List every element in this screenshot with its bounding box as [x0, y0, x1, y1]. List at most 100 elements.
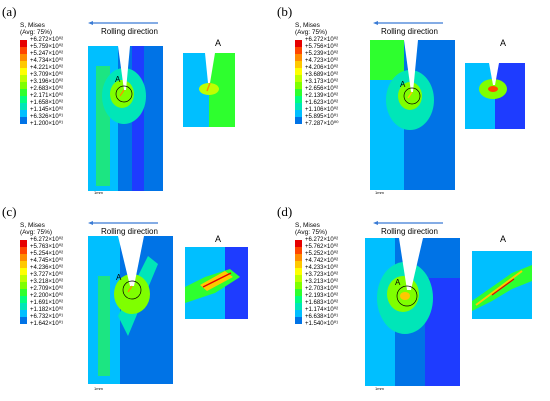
legend-value: +5.247×10⁰² — [30, 50, 64, 57]
legend-value: +6.272×10⁰² — [30, 36, 64, 43]
legend-value: +7.287×10⁰⁰ — [305, 120, 339, 127]
legend-value: +4.745×10⁰² — [30, 257, 64, 264]
scale-bar: 1mm — [375, 190, 384, 195]
rolling-arrow — [373, 21, 443, 25]
legend-swatch — [20, 82, 27, 89]
legend-swatch — [295, 47, 302, 54]
rolling-direction-label: Rolling direction — [101, 27, 158, 36]
legend-value: +1.642×10⁰¹ — [30, 320, 64, 327]
legend-value: +5.762×10⁰² — [305, 243, 339, 250]
legend-swatch — [20, 254, 27, 261]
legend-value: +6.638×10⁰¹ — [305, 313, 339, 320]
legend-value: +1.540×10⁰¹ — [305, 320, 339, 327]
legend-value: +4.233×10⁰² — [305, 264, 339, 271]
scale-bar: 1mm — [375, 386, 384, 391]
panel-label: (d) — [277, 204, 293, 219]
scale-bar: 1mm — [94, 386, 103, 391]
legend-value: +3.723×10⁰² — [305, 271, 339, 278]
legend-value: +6.272×10⁰² — [305, 236, 339, 243]
legend-value: +2.703×10⁰² — [305, 285, 339, 292]
legend-value: +2.200×10⁰² — [30, 292, 64, 299]
stress-contour-main — [88, 46, 163, 191]
rolling-direction-label: Rolling direction — [101, 227, 158, 236]
legend-value: +3.213×10⁰² — [305, 278, 339, 285]
legend-swatch — [295, 103, 302, 110]
legend-value: +1.106×10⁰² — [305, 106, 339, 113]
legend-value: +3.709×10⁰² — [30, 71, 64, 78]
legend-swatch — [20, 103, 27, 110]
legend-value: +3.196×10⁰² — [30, 78, 64, 85]
legend-value: +1.658×10⁰² — [30, 99, 64, 106]
legend-value: +2.139×10⁰² — [305, 92, 339, 99]
scale-bar: 1mm — [94, 190, 103, 195]
rolling-direction-label: Rolling direction — [381, 227, 438, 236]
legend-swatch — [20, 47, 27, 54]
panel-d: (d) S, Mises (Avg: 75%) +6.272×10⁰² +5.762… — [275, 200, 550, 400]
legend-value: +1.174×10⁰² — [305, 306, 339, 313]
legend-title: S, Mises (Avg: 75%) — [20, 222, 53, 236]
legend-swatch — [20, 89, 27, 96]
rolling-arrow — [88, 221, 158, 225]
circle-label: A — [116, 273, 122, 282]
legend-value: +5.254×10⁰² — [30, 250, 64, 257]
legend-value: +5.252×10⁰² — [305, 250, 339, 257]
legend-swatch — [295, 240, 302, 247]
legend-title: S, Mises (Avg: 75%) — [295, 222, 328, 236]
legend-value: +4.221×10⁰² — [30, 64, 64, 71]
panel-label: (a) — [2, 4, 17, 19]
legend-swatch — [295, 303, 302, 310]
detail-label: A — [500, 234, 507, 244]
legend-swatch — [20, 54, 27, 61]
legend-swatch — [295, 254, 302, 261]
legend-value: +1.145×10⁰² — [30, 106, 64, 113]
legend-swatch — [20, 240, 27, 247]
legend-value: +6.326×10⁰¹ — [30, 113, 64, 120]
legend-value: +5.763×10⁰² — [30, 243, 64, 250]
detail-label: A — [215, 234, 222, 244]
panel-label: (c) — [2, 204, 17, 219]
legend-swatch — [20, 261, 27, 268]
legend-swatch — [20, 75, 27, 82]
legend-swatch — [295, 282, 302, 289]
legend-swatch — [20, 247, 27, 254]
detail-label: A — [215, 38, 222, 48]
legend-swatch — [20, 68, 27, 75]
legend-swatch — [20, 275, 27, 282]
legend-swatch — [20, 117, 27, 124]
legend-value: +3.689×10⁰² — [305, 71, 339, 78]
legend-value: +6.272×10⁰² — [30, 236, 64, 243]
panel-label: (b) — [277, 4, 293, 19]
detail-contour — [185, 247, 248, 319]
legend-swatch — [20, 289, 27, 296]
legend-swatch — [295, 261, 302, 268]
stress-contour-main — [365, 238, 460, 386]
rolling-arrow — [373, 221, 443, 225]
stress-contour-main — [88, 236, 173, 384]
legend-swatch — [295, 68, 302, 75]
legend-value: +1.200×10⁰¹ — [30, 120, 64, 127]
rolling-arrow — [88, 21, 158, 25]
legend-swatch — [295, 275, 302, 282]
legend-swatch — [295, 110, 302, 117]
legend-value: +4.206×10⁰² — [305, 64, 339, 71]
legend-value: +5.756×10⁰² — [305, 43, 339, 50]
legend-value: +4.734×10⁰² — [30, 57, 64, 64]
legend-swatch — [295, 40, 302, 47]
circle-label: A — [395, 278, 401, 287]
legend-value: +2.683×10⁰² — [30, 85, 64, 92]
legend-value: +2.193×10⁰² — [305, 292, 339, 299]
legend-value: +4.723×10⁰² — [305, 57, 339, 64]
legend-swatch — [20, 310, 27, 317]
detail-contour — [472, 251, 532, 319]
legend-swatch — [295, 117, 302, 124]
legend-value: +6.272×10⁰² — [305, 36, 339, 43]
legend-value: +4.742×10⁰² — [305, 257, 339, 264]
legend-swatch — [295, 296, 302, 303]
legend-swatch — [295, 289, 302, 296]
legend-value: +1.683×10⁰² — [305, 299, 339, 306]
legend-title: S, Mises (Avg: 75%) — [20, 22, 53, 36]
legend-value: +5.759×10⁰² — [30, 43, 64, 50]
legend-value: +4.236×10⁰² — [30, 264, 64, 271]
legend-swatch — [20, 61, 27, 68]
stress-contour-main — [370, 40, 455, 190]
